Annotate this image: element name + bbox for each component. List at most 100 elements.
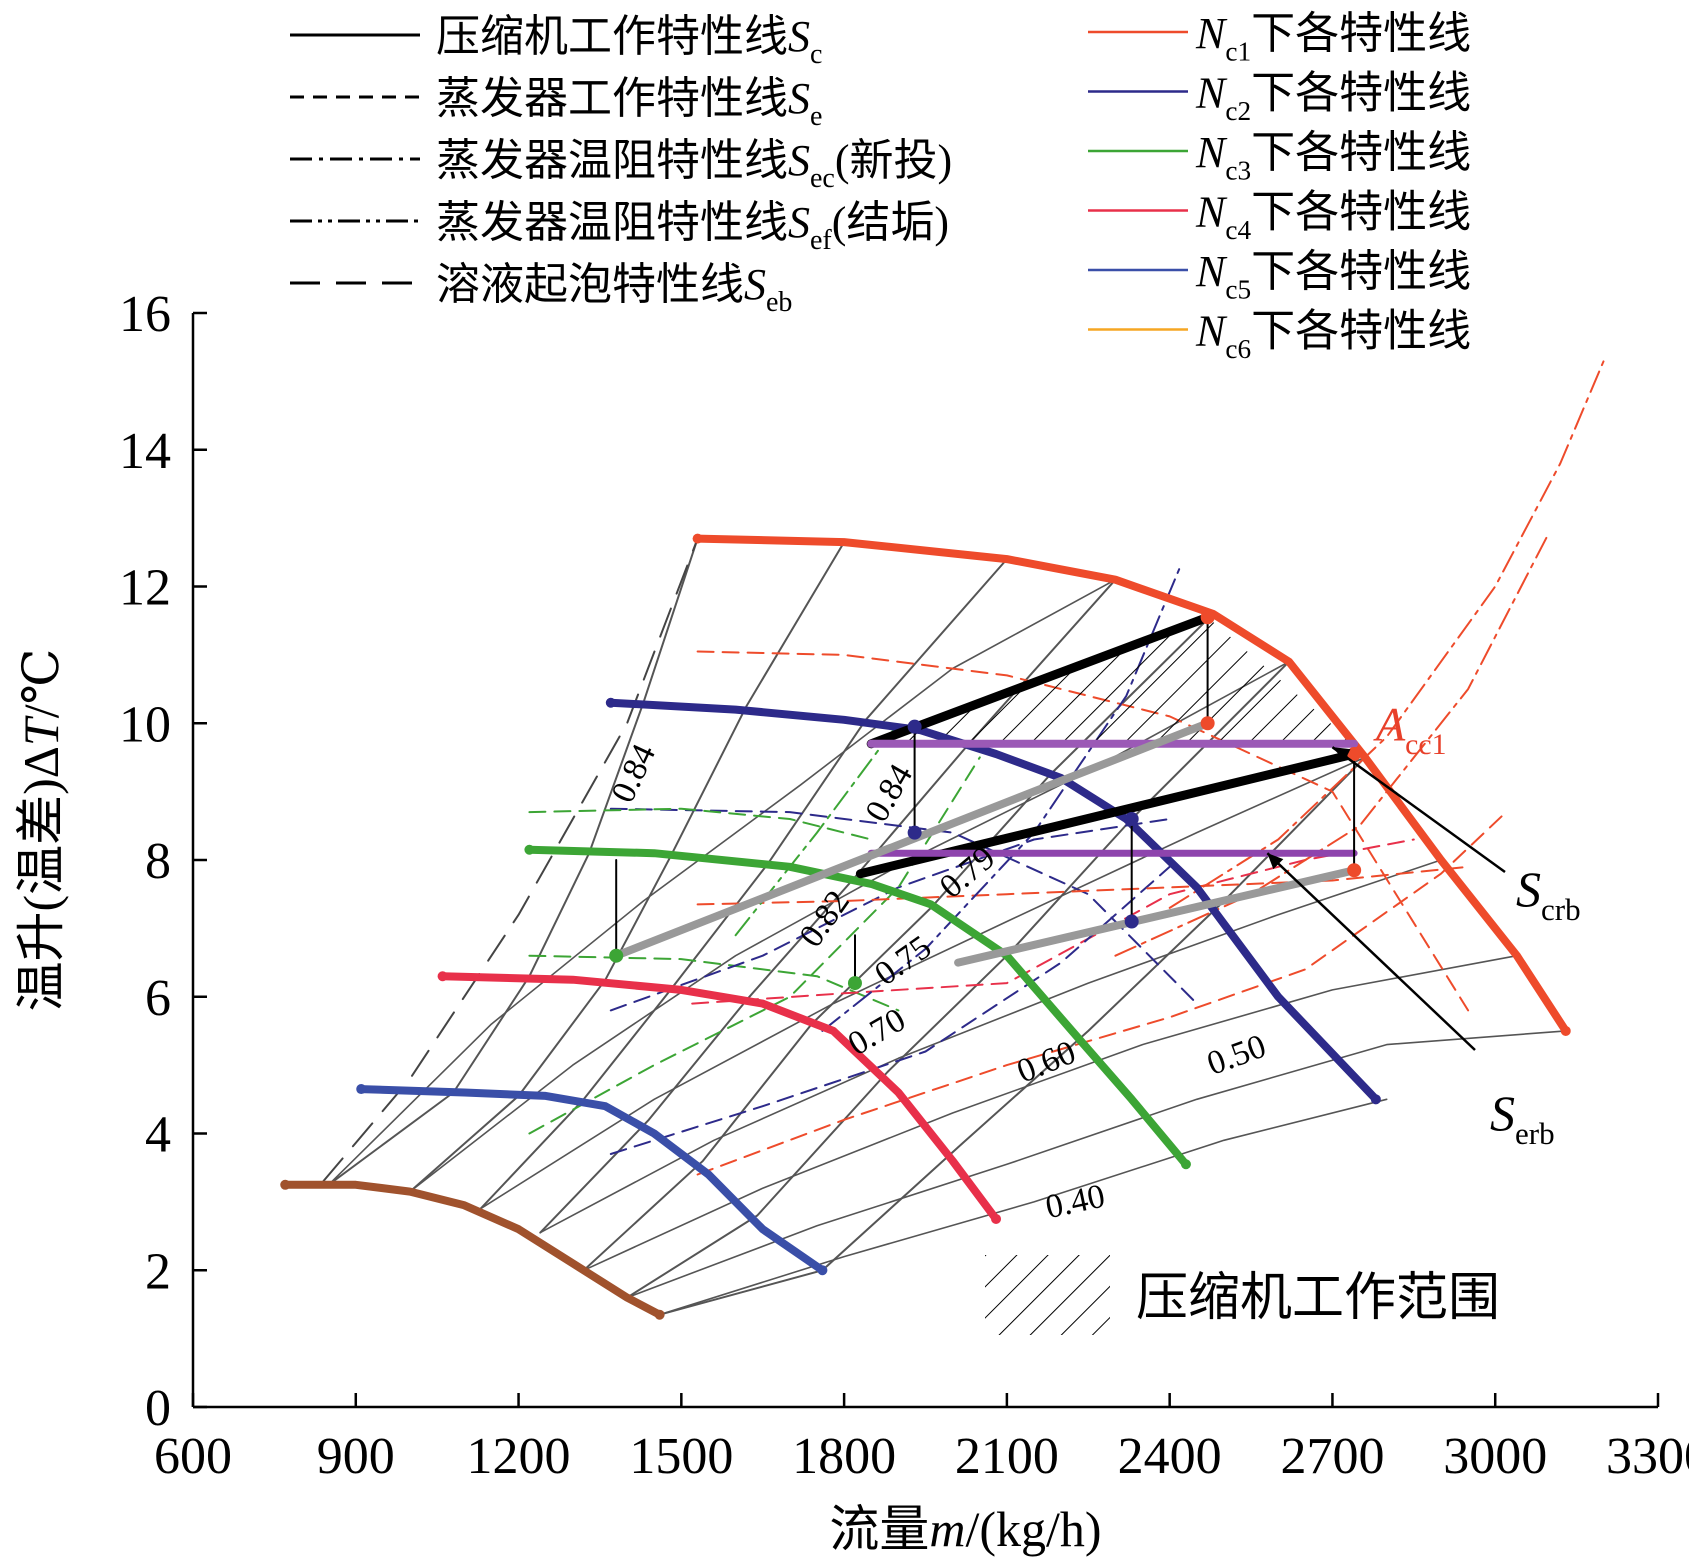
efficiency-label: 0.50: [1202, 1028, 1271, 1083]
operating-point: [907, 719, 922, 734]
legend-right-label: Nc1下各特性线: [1195, 9, 1471, 66]
y-tick-label: 0: [145, 1380, 171, 1437]
speed-lines: [280, 533, 1571, 1320]
x-tick-label: 2100: [955, 1428, 1059, 1485]
y-tick-label: 6: [145, 970, 171, 1027]
operating-point: [1347, 863, 1362, 878]
legend-left-label: 蒸发器工作特性线Se: [436, 74, 822, 132]
efficiency-label: 0.84: [858, 758, 920, 828]
operating-point: [1124, 914, 1139, 929]
efficiency-label: 0.75: [868, 929, 938, 993]
evaporator-dashed-line: [696, 865, 1470, 906]
operating-point: [907, 825, 922, 840]
compressor-operating-region: [871, 617, 1355, 744]
efficiency-label: 0.60: [1012, 1034, 1081, 1091]
x-tick-label: 2400: [1118, 1428, 1222, 1485]
legend-right-label: Nc4下各特性线: [1195, 188, 1471, 245]
hatch-legend: 压缩机工作范围: [985, 1255, 1500, 1335]
speed-line-nc6: [281, 1180, 664, 1319]
y-tick-label: 8: [145, 833, 171, 890]
operating-point: [847, 976, 862, 991]
speed-line-endpoint: [654, 1309, 665, 1320]
x-tick-label: 1800: [792, 1428, 896, 1485]
speed-line-endpoint: [524, 844, 535, 855]
speed-line-nc1: [693, 534, 1570, 1035]
evaporator-dashed-line: [609, 818, 1171, 1012]
speed-line-nc5: [357, 1085, 827, 1275]
legend-left-label: 溶液起泡特性线Seb: [436, 260, 792, 318]
legend-left-label: 蒸发器温阻特性线Sec(新投): [436, 136, 952, 194]
y-tick-label: 2: [145, 1243, 171, 1300]
legend-left-label: 蒸发器温阻特性线Sef(结垢): [436, 198, 949, 256]
iso-efficiency-line: [327, 578, 1117, 1186]
y-tick-label: 14: [119, 423, 171, 480]
hatch-legend-label: 压缩机工作范围: [1136, 1270, 1500, 1327]
y-axis-label: 温升(温差)ΔT/℃: [13, 648, 69, 1011]
y-tick-label: 16: [119, 286, 171, 343]
resistance-line: [1114, 530, 1551, 957]
speed-line-endpoint: [991, 1213, 1002, 1224]
gray-line-lower: [954, 866, 1359, 967]
legend-right-label: Nc2下各特性线: [1195, 69, 1471, 126]
legend-right: Nc1下各特性线Nc2下各特性线Nc3下各特性线Nc4下各特性线Nc5下各特性线…: [1088, 9, 1471, 364]
operating-lines: [609, 610, 1362, 991]
x-tick-label: 1500: [629, 1428, 733, 1485]
operating-point: [1200, 610, 1215, 625]
operating-point: [1347, 747, 1362, 762]
x-tick-label: 1200: [467, 1428, 571, 1485]
foaming-line: [322, 537, 699, 1183]
annotation-arrowhead: [1332, 747, 1351, 762]
characteristic-grid-line: [626, 660, 1290, 1299]
operating-point: [1200, 716, 1215, 731]
efficiency-label: 0.40: [1042, 1178, 1108, 1227]
legend-left: 压缩机工作特性线Sc蒸发器工作特性线Se蒸发器温阻特性线Sec(新投)蒸发器温阻…: [290, 12, 952, 318]
x-tick-label: 900: [317, 1428, 395, 1485]
speed-line-endpoint: [605, 697, 616, 708]
speed-line-nc2: [606, 698, 1380, 1104]
operating-point: [609, 948, 624, 963]
speed-line-endpoint: [1370, 1094, 1381, 1105]
operating-point: [1124, 811, 1139, 826]
compressor-line-top: [866, 612, 1213, 749]
speed-line-endpoint: [692, 533, 703, 544]
iso-efficiency-line: [626, 1030, 1567, 1299]
evaporator-dashed-line: [696, 811, 1508, 1176]
evaporator-dashed-line: [528, 807, 873, 841]
annotation-acc1: Acc1: [1373, 698, 1447, 760]
y-tick-label: 10: [119, 696, 171, 753]
annotations: Acc1 Scrb Serb: [1266, 698, 1581, 1151]
characteristic-grid-line: [327, 537, 699, 1186]
speed-line-nc3: [525, 845, 1190, 1169]
iso-efficiency-line: [539, 859, 1442, 1234]
speed-line-endpoint: [1180, 1159, 1191, 1170]
speed-line-nc4: [438, 972, 1000, 1223]
legend-right-label: Nc3下各特性线: [1195, 128, 1471, 185]
evaporator-dashed-line: [528, 756, 981, 1135]
speed-line-endpoint: [437, 971, 448, 982]
legend-right-label: Nc5下各特性线: [1195, 247, 1471, 304]
hatch-legend-swatch: [985, 1255, 1110, 1335]
speed-line-endpoint: [356, 1084, 367, 1095]
iso-efficiency-line: [658, 1098, 1388, 1316]
x-tick-label: 600: [154, 1428, 232, 1485]
annotation-serb: Serb: [1490, 1085, 1555, 1151]
speed-line-endpoint: [817, 1265, 828, 1276]
x-axis-label: 流量m/(kg/h): [829, 1501, 1101, 1557]
characteristic-grid-line: [479, 558, 1008, 1210]
speed-line-endpoint: [280, 1179, 291, 1190]
resistance-line: [1168, 359, 1605, 909]
x-tick-label: 3000: [1443, 1428, 1547, 1485]
legend-right-label: Nc6下各特性线: [1195, 307, 1471, 364]
gray-line-upper: [612, 719, 1212, 960]
y-tick-label: 4: [145, 1107, 171, 1164]
legend-left-label: 压缩机工作特性线Sc: [436, 12, 822, 70]
annotation-pointer-crb: [1331, 746, 1506, 874]
x-tick-label: 2700: [1280, 1428, 1384, 1485]
y-tick-label: 12: [119, 560, 171, 617]
characteristic-grid-line: [409, 541, 846, 1193]
characteristic-grid-line: [658, 756, 1366, 1316]
annotation-arrowhead: [1267, 853, 1284, 870]
